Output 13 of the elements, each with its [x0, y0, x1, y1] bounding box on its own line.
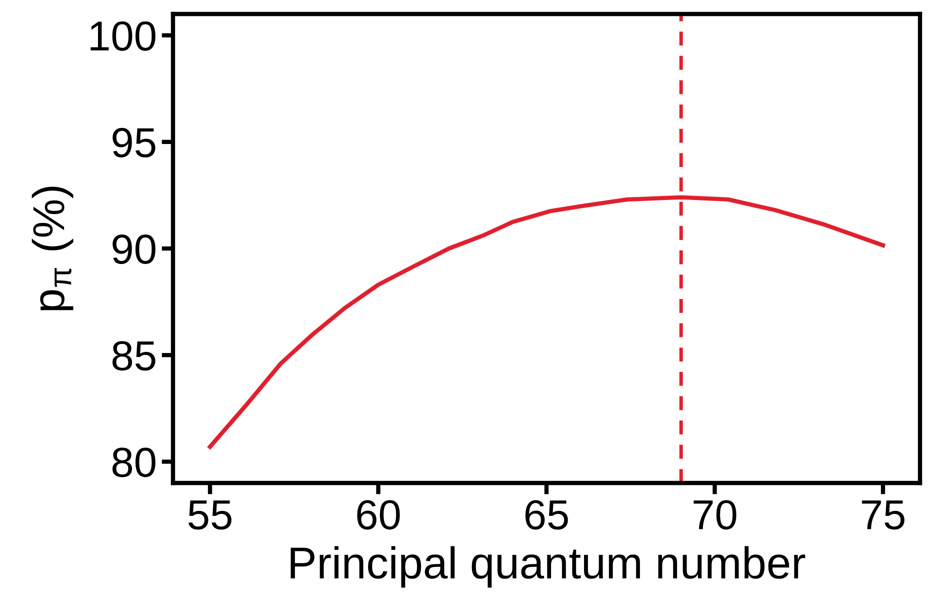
x-tick-label: 55 [188, 500, 232, 530]
y-tick-label: 85 [112, 341, 156, 371]
y-axis-title: p$_{π}$ (%) [32, 186, 74, 310]
x-axis-title: Principal quantum number [290, 546, 806, 588]
y-tick-label: 95 [112, 128, 156, 158]
x-tick-label: 75 [862, 500, 904, 530]
x-tick-label: 65 [525, 500, 568, 530]
y-tick-label: 100 [90, 21, 156, 51]
x-tick-label: 70 [694, 500, 736, 530]
line-series [208, 195, 886, 449]
y-tick-label: 80 [112, 448, 156, 478]
y-tick-label: 90 [112, 234, 156, 264]
x-tick-label: 60 [357, 500, 400, 530]
